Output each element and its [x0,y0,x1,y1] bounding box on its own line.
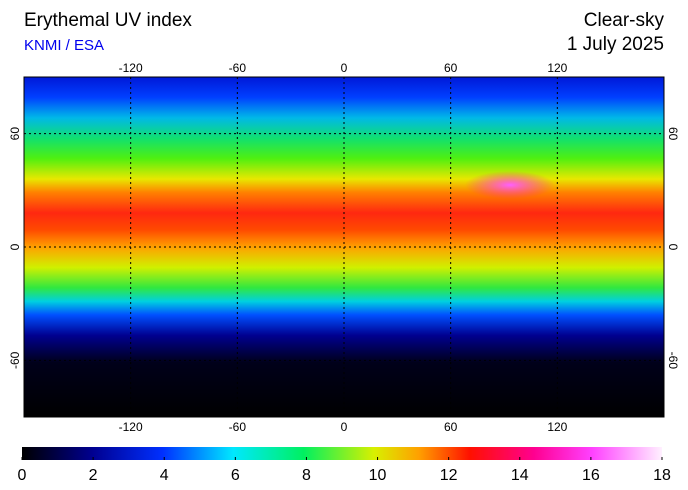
colorbar-label: 2 [89,467,98,484]
lon-label-top: 0 [341,61,348,75]
lon-label-bottom: -60 [229,420,247,434]
lat-label-right: 0 [666,244,680,251]
lon-label-top: -60 [229,61,247,75]
source: KNMI / ESA [24,37,104,54]
lon-label-top: 120 [547,61,567,75]
date: 1 July 2025 [567,34,664,55]
colorbar-label: 12 [440,467,458,484]
colorbar-label: 10 [369,467,387,484]
lon-label-bottom: 60 [444,420,458,434]
colorbar-label: 0 [18,467,27,484]
colorbar-label: 6 [231,467,240,484]
condition: Clear-sky [584,10,665,31]
colorbar [22,447,662,460]
lat-label-left: -60 [8,351,22,369]
lon-label-bottom: -120 [119,420,143,434]
colorbar-label: 14 [511,467,529,484]
lat-label-left: 60 [8,127,22,141]
lon-label-top: 60 [444,61,458,75]
colorbar-label: 18 [653,467,671,484]
lat-label-left: 0 [8,243,22,250]
lon-label-bottom: 0 [341,420,348,434]
colorbar-label: 16 [582,467,600,484]
lat-label-right: 60 [666,127,680,141]
lon-label-top: -120 [119,61,143,75]
colorbar-label: 4 [160,467,169,484]
title: Erythemal UV index [24,10,192,31]
ticks: -120 -120 -60 -60 0 0 60 60 120 120 60 60 0 0 -60 -60 0 2… [8,61,680,484]
lat-label-right: -60 [666,352,680,370]
lon-label-bottom: 120 [547,420,567,434]
colorbar-label: 8 [302,467,311,484]
uv-maximum [465,171,555,199]
